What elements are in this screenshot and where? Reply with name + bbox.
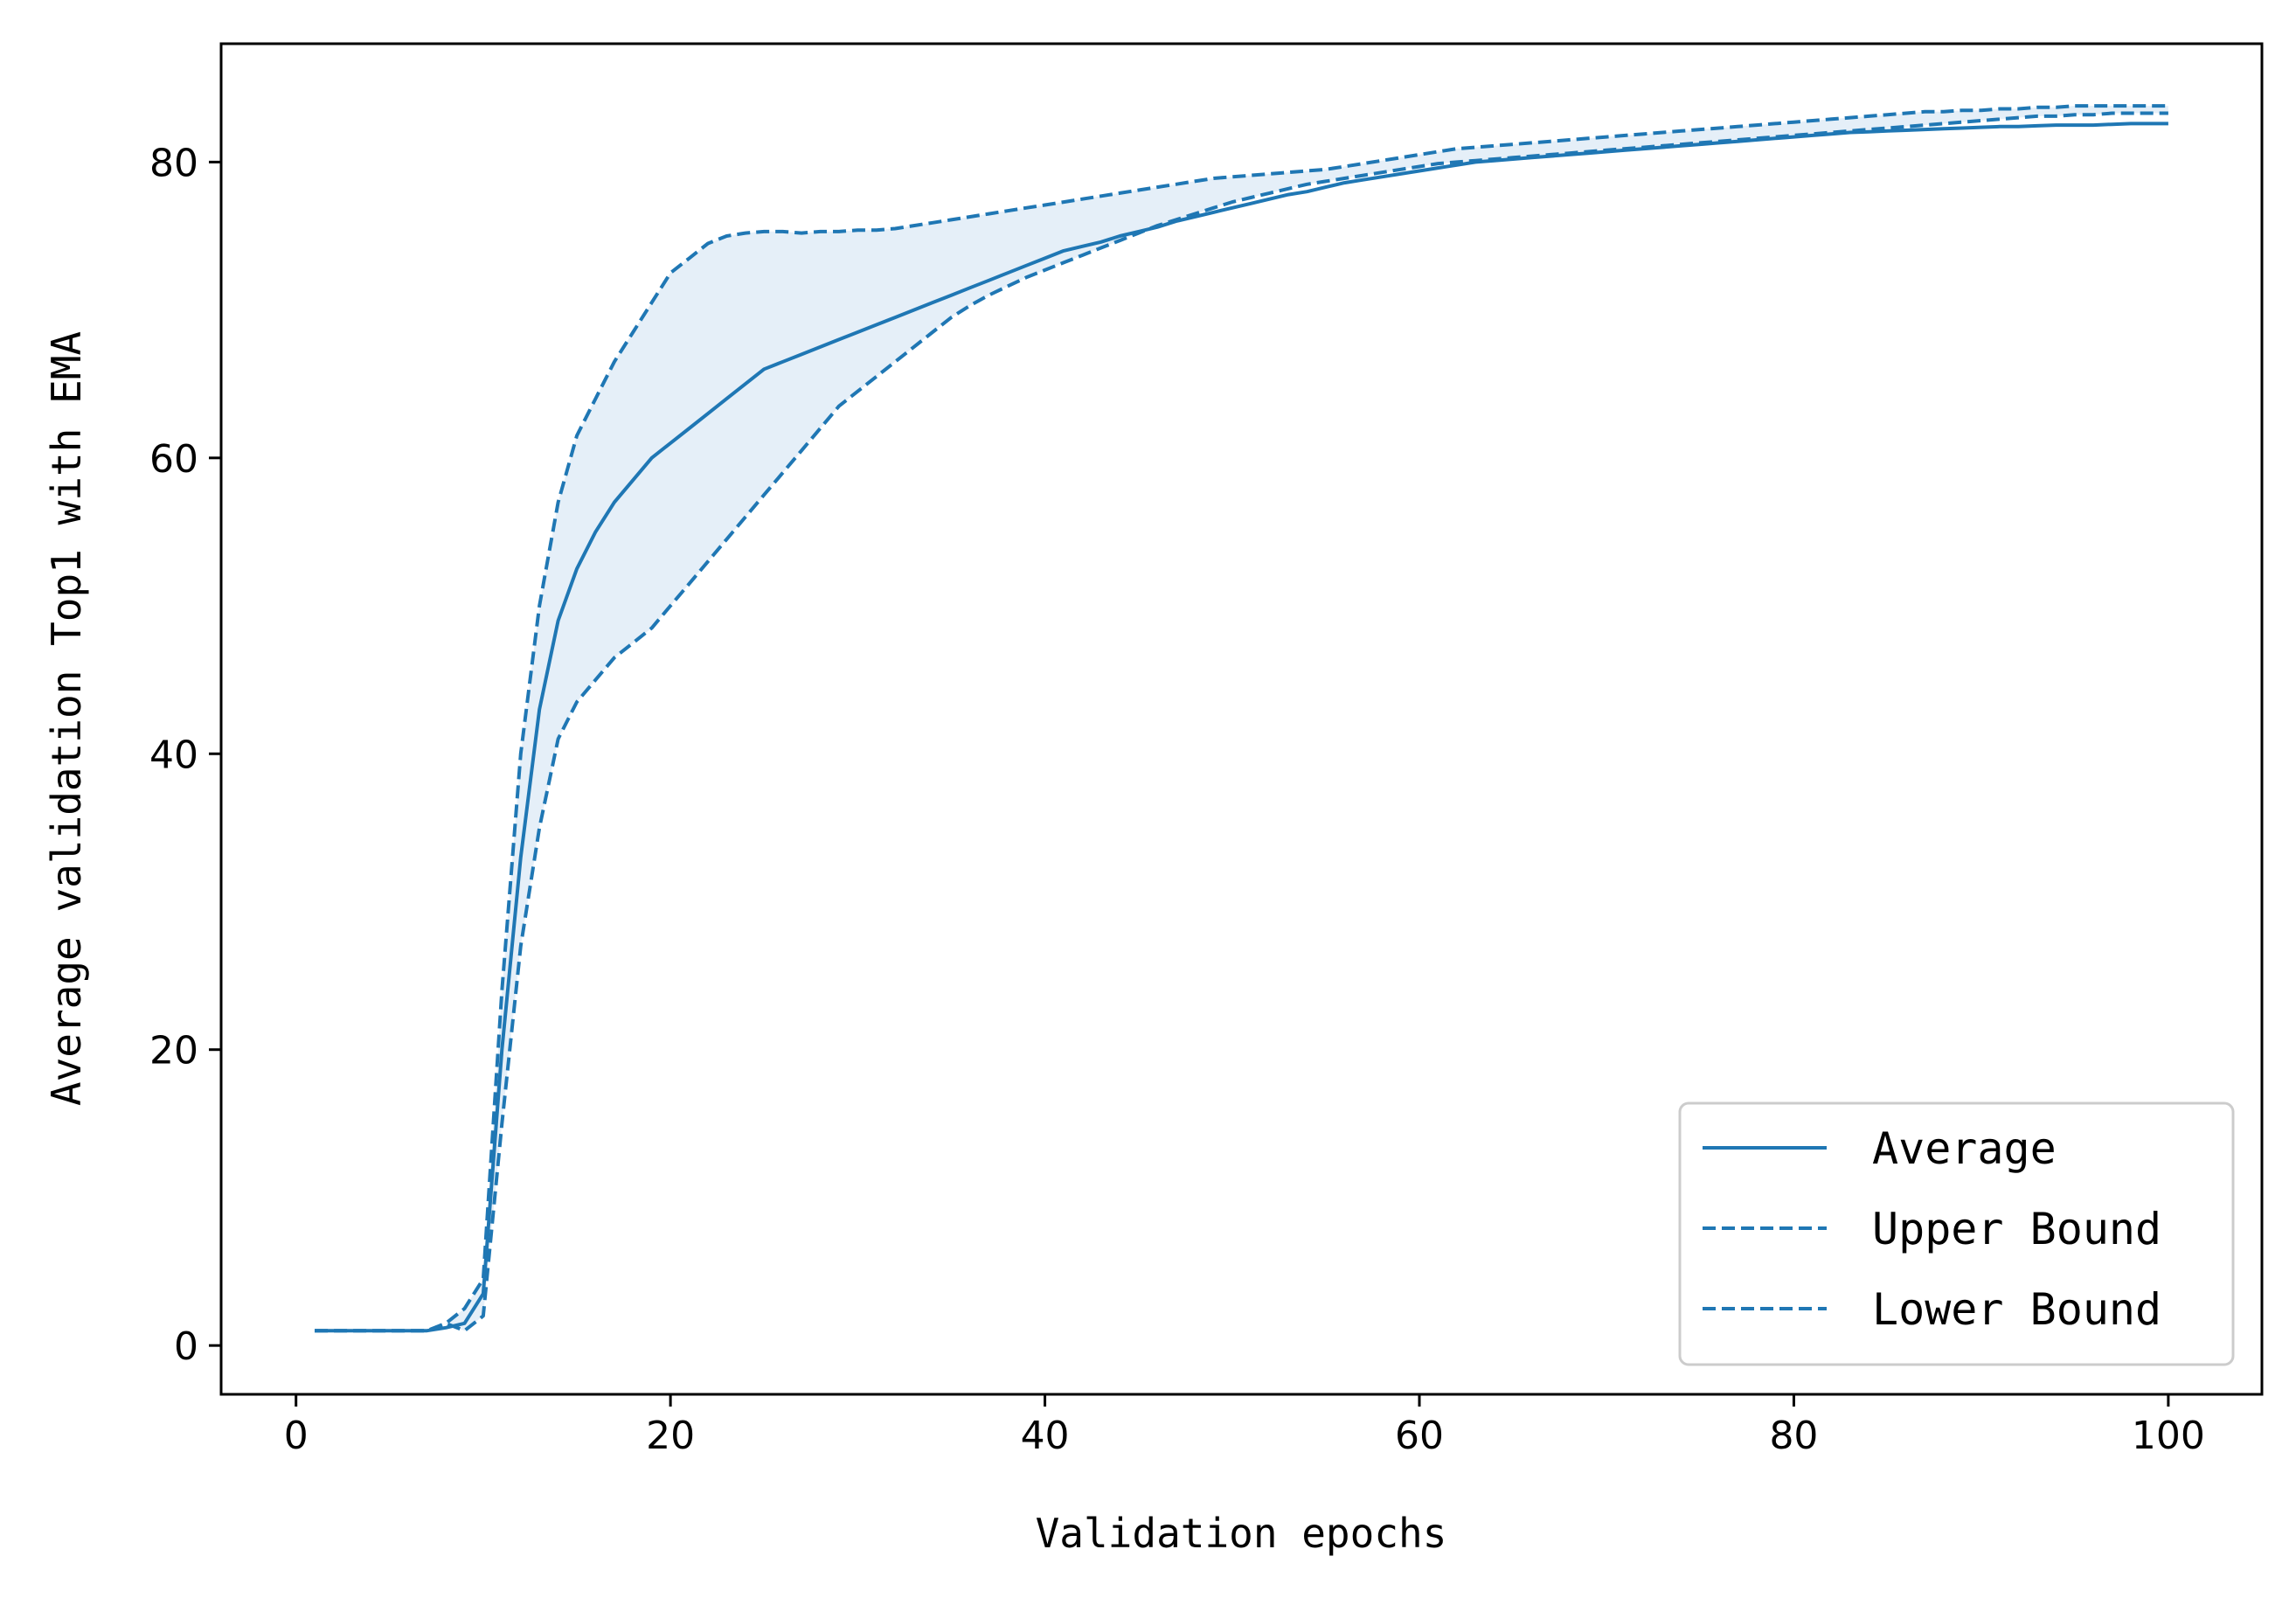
x-tick-label: 0 [284,1414,309,1458]
y-tick-label: 80 [149,141,198,185]
series-line-lower-bound [315,111,2168,1333]
x-tick-label: 60 [1395,1414,1444,1458]
x-tick-label: 20 [646,1414,695,1458]
plot-area [315,104,2168,1333]
legend: Average Upper Bound Lower Bound [1678,1101,2235,1366]
series-line-upper-bound [315,104,2168,1333]
x-axis: 0 20 40 60 80 100 [284,1394,2205,1458]
y-tick-label: 0 [174,1324,198,1369]
x-tick-label: 100 [2132,1414,2205,1458]
legend-label-lower-bound: Lower Bound [1872,1284,2161,1335]
legend-box [1678,1101,2235,1366]
x-tick-label: 80 [1769,1414,1818,1458]
y-axis: 0 20 40 60 80 [149,141,221,1369]
y-tick-label: 40 [149,733,198,777]
y-tick-label: 20 [149,1029,198,1073]
x-axis-title: Validation epochs [1036,1510,1447,1557]
confidence-band [315,106,2168,1331]
legend-label-upper-bound: Upper Bound [1872,1204,2161,1254]
legend-label-average: Average [1872,1123,2057,1174]
y-tick-label: 60 [149,437,198,482]
series-line-average [315,122,2168,1333]
axes-frame [219,42,2264,1396]
x-tick-label: 40 [1021,1414,1070,1458]
y-axis-title: Average validation Top1 with EMA [43,331,90,1106]
